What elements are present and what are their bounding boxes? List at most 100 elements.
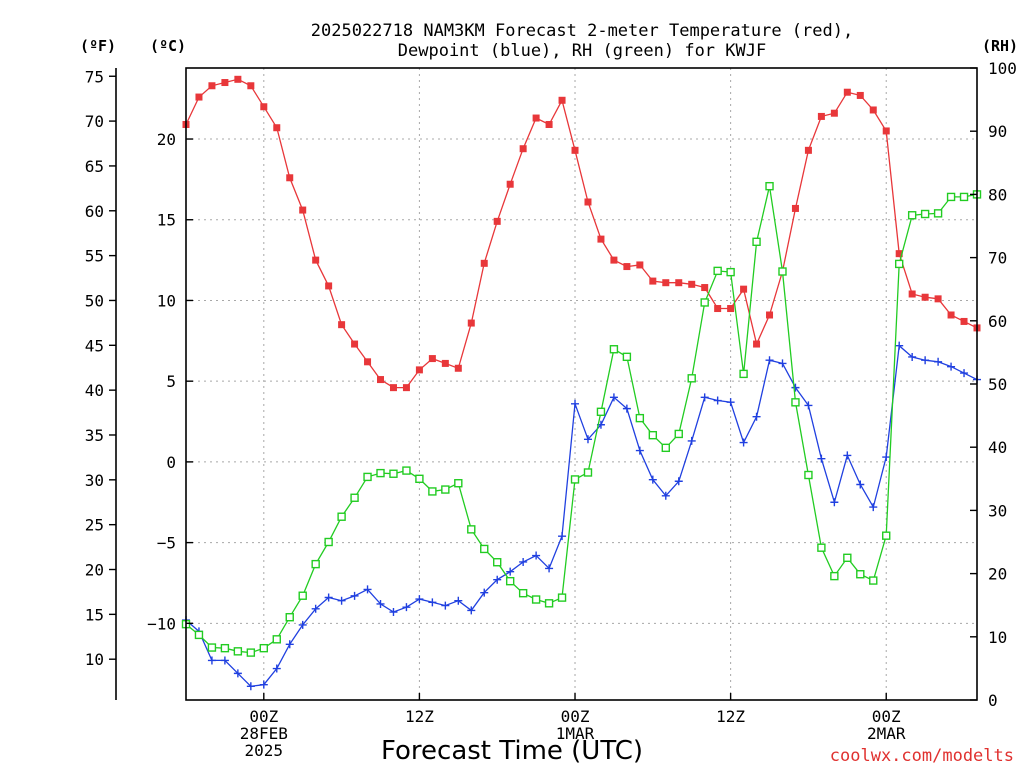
- temperature-point: [299, 206, 307, 214]
- plot-frame: [185, 67, 978, 701]
- temperature-point: [921, 293, 929, 301]
- temperature-point: [428, 355, 436, 363]
- temperature-point: [753, 340, 761, 348]
- temperature-point: [338, 321, 346, 329]
- rh-point: [441, 485, 450, 494]
- x-tick-label: 00Z: [249, 707, 278, 726]
- celsius-tick-label: 0: [166, 453, 176, 472]
- fahrenheit-tick-label: 70: [85, 112, 104, 131]
- temperature-point: [312, 256, 320, 264]
- rh-point: [298, 591, 307, 600]
- x-axis-title: Forecast Time (UTC): [381, 736, 643, 766]
- temperature-point: [195, 93, 203, 101]
- rh-tick-label: 10: [988, 628, 1007, 647]
- rh-tick-label: 80: [988, 185, 1007, 204]
- rh-point: [726, 267, 735, 277]
- rh-point: [583, 468, 593, 477]
- dewpoint-point: [804, 401, 813, 410]
- temperature-point: [636, 261, 644, 269]
- fahrenheit-tick-label: 35: [85, 426, 104, 445]
- temperature-point: [675, 279, 683, 287]
- temperature-point: [571, 146, 579, 154]
- x-tick-label: 1MAR: [556, 724, 595, 743]
- dewpoint-point: [635, 446, 644, 455]
- fahrenheit-tick-label: 15: [85, 605, 104, 624]
- rh-point: [687, 374, 696, 383]
- rh-point: [505, 576, 515, 586]
- dewpoint-series: [182, 341, 981, 691]
- celsius-tick-label: −10: [147, 614, 176, 633]
- temperature-point: [714, 305, 722, 313]
- temperature-point: [597, 235, 605, 243]
- rh-point: [635, 413, 645, 423]
- rh-point: [946, 192, 956, 202]
- rh-tick-label: 30: [988, 501, 1007, 520]
- rh-tick-label: 40: [988, 438, 1007, 457]
- rh-point: [246, 648, 256, 657]
- temperature-point: [727, 305, 735, 313]
- rh-series: [181, 181, 982, 657]
- x-tick-label: 28FEB: [240, 724, 288, 743]
- fahrenheit-tick-label: 55: [85, 247, 104, 266]
- rh-point: [791, 398, 800, 407]
- rh-line: [185, 186, 978, 654]
- celsius-tick-label: 20: [157, 130, 176, 149]
- chart-title-line-2: Dewpoint (blue), RH (green) for KWJF: [398, 41, 766, 61]
- rh-point: [285, 613, 294, 622]
- dewpoint-point: [376, 599, 385, 608]
- rh-point: [467, 525, 476, 534]
- temperature-point: [480, 259, 488, 267]
- dewpoint-point: [726, 398, 735, 407]
- temperature-point: [273, 124, 281, 132]
- temperature-point: [934, 295, 942, 303]
- rh-point: [920, 209, 930, 219]
- temperature-point: [662, 279, 670, 287]
- temperature-point: [377, 376, 385, 384]
- temperature-point: [506, 180, 514, 188]
- dewpoint-point: [921, 356, 930, 365]
- dewpoint-point: [843, 451, 852, 460]
- temperature-point: [830, 109, 838, 117]
- rh-point: [765, 181, 774, 191]
- rh-point: [648, 430, 658, 440]
- dewpoint-point: [259, 680, 268, 689]
- temperature-point: [610, 256, 618, 264]
- rh-point: [544, 599, 554, 608]
- rh-point: [894, 259, 904, 269]
- dewpoint-point: [389, 608, 398, 617]
- rh-point: [311, 559, 320, 569]
- rh-point: [428, 487, 437, 496]
- fahrenheit-tick-label: 60: [85, 202, 104, 221]
- fahrenheit-tick-label: 30: [85, 471, 104, 490]
- temperature-point: [804, 146, 812, 154]
- rh-point: [661, 443, 670, 453]
- dewpoint-point: [661, 491, 670, 500]
- dewpoint-point: [337, 596, 346, 605]
- dewpoint-point: [532, 551, 541, 560]
- dewpoint-point: [545, 564, 554, 573]
- rh-point: [493, 558, 502, 567]
- dewpoint-point: [467, 606, 476, 615]
- dewpoint-point: [298, 620, 307, 629]
- temperature-point: [856, 91, 864, 99]
- temperature-point: [701, 284, 709, 292]
- temperature-point: [247, 82, 255, 90]
- temperature-point: [895, 250, 903, 258]
- temperature-point: [740, 285, 748, 293]
- dewpoint-point: [830, 498, 839, 507]
- dewpoint-point: [441, 601, 450, 610]
- temperature-point: [817, 112, 825, 120]
- rh-point: [778, 267, 787, 276]
- fahrenheit-tick-label: 75: [85, 67, 104, 86]
- dewpoint-point: [363, 585, 372, 594]
- rh-point: [207, 643, 217, 652]
- celsius-tick-label: −5: [157, 534, 176, 553]
- rh-tick-label: 90: [988, 122, 1007, 141]
- grid-lines: [186, 68, 977, 700]
- temperature-point: [221, 79, 229, 87]
- fahrenheit-tick-label: 65: [85, 157, 104, 176]
- fahrenheit-tick-label: 20: [85, 561, 104, 580]
- rh-point: [376, 468, 385, 478]
- dewpoint-point: [934, 357, 943, 366]
- dewpoint-line: [185, 344, 978, 687]
